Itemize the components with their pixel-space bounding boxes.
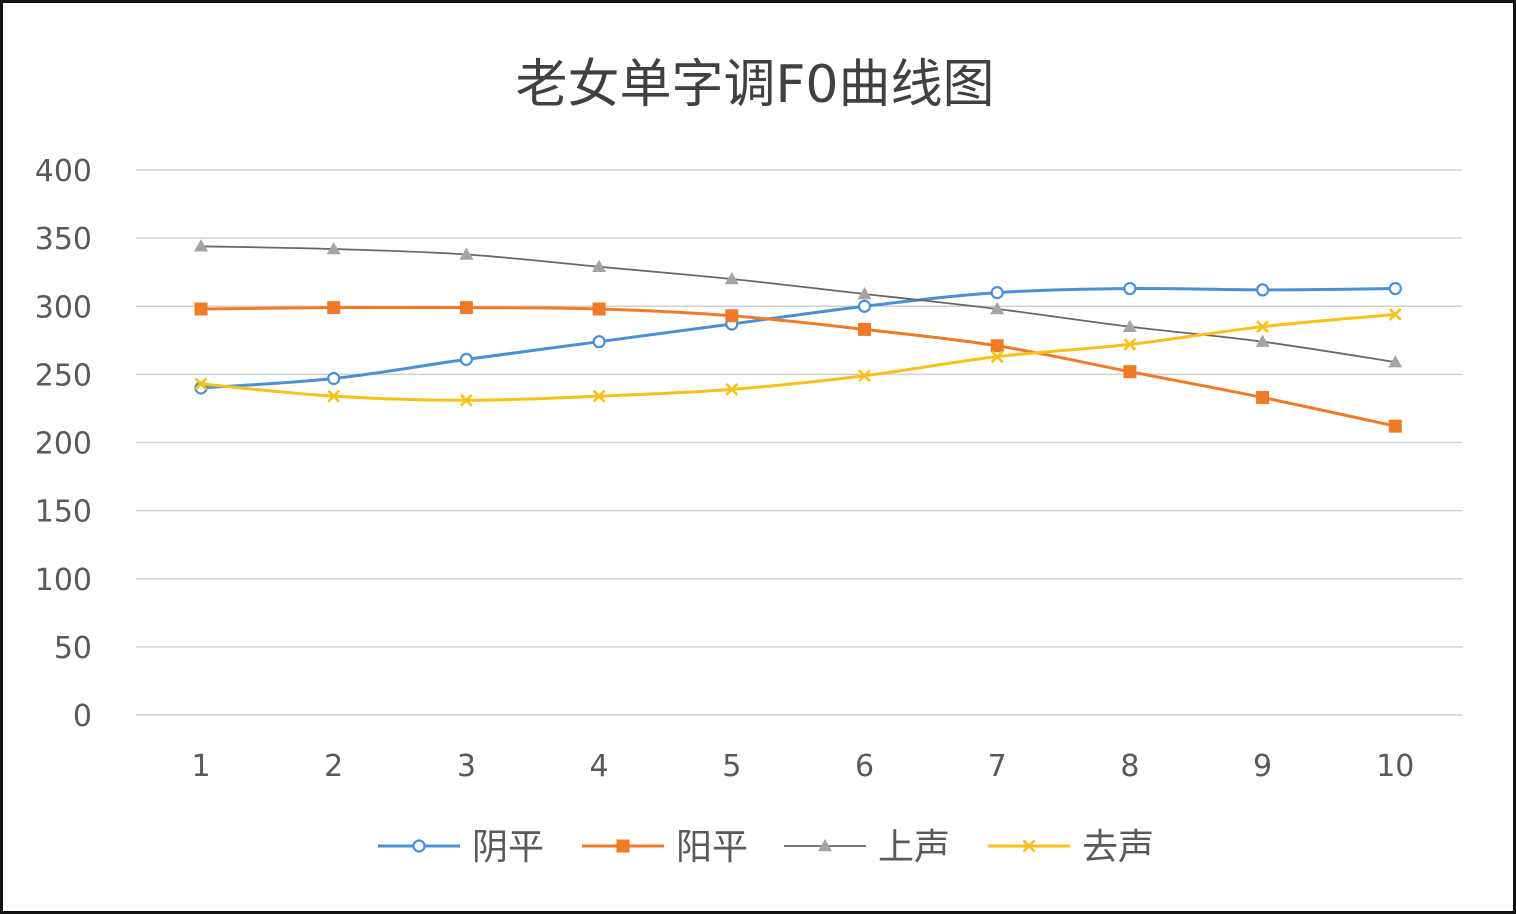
- series-line: [200, 286, 1396, 390]
- square-marker: [725, 309, 739, 323]
- x-marker: [459, 393, 473, 407]
- square-marker: [459, 301, 473, 315]
- circle-marker: [459, 352, 473, 366]
- x-marker: [1388, 308, 1402, 321]
- triangle-marker: [459, 247, 474, 260]
- x-axis-ticks: 1 2 3 4 5 6 7 8 9 10: [191, 749, 1414, 784]
- square-marker: [616, 839, 630, 853]
- square-marker: [592, 302, 606, 316]
- y-tick-label: 200: [35, 427, 92, 462]
- y-tick-label: 0: [73, 699, 92, 734]
- x-tick-label: 3: [457, 749, 476, 784]
- square-marker: [1123, 365, 1137, 379]
- series-line: [200, 245, 1396, 364]
- triangle-marker: [990, 301, 1005, 315]
- y-tick-label: 350: [35, 222, 92, 257]
- circle-marker: [592, 335, 606, 349]
- x-marker: [592, 389, 606, 403]
- x-tick-label: 10: [1376, 749, 1414, 784]
- legend-item: 去声: [988, 827, 1154, 868]
- x-marker: [327, 389, 341, 403]
- legend-item: 阴平: [378, 827, 544, 868]
- triangle-marker: [857, 286, 872, 300]
- x-marker: [858, 369, 871, 383]
- x-marker: [1022, 839, 1036, 853]
- circle-marker: [857, 299, 872, 313]
- square-marker: [1256, 391, 1270, 405]
- series-line: [200, 312, 1396, 402]
- y-tick-label: 150: [35, 495, 92, 530]
- legend-item: 上声: [784, 827, 950, 868]
- series-group: [194, 239, 1403, 433]
- square-marker: [858, 322, 871, 336]
- legend-label: 阳平: [676, 827, 748, 868]
- y-tick-label: 300: [35, 290, 92, 325]
- triangle-marker: [1255, 334, 1270, 347]
- y-tick-label: 400: [35, 154, 92, 189]
- y-axis-ticks: 0 50 100 150 200 250 300 350 400: [35, 154, 92, 734]
- legend-label: 去声: [1082, 827, 1154, 868]
- triangle-marker: [194, 239, 208, 252]
- x-tick-label: 2: [324, 749, 343, 784]
- x-tick-label: 5: [722, 749, 741, 784]
- y-tick-label: 100: [35, 563, 92, 598]
- x-marker: [1256, 320, 1270, 334]
- x-tick-label: 7: [988, 749, 1007, 784]
- triangle-marker: [1388, 355, 1403, 368]
- triangle-marker: [818, 839, 832, 852]
- x-tick-label: 1: [191, 749, 210, 784]
- legend-item: 阳平: [582, 827, 748, 868]
- series-4: [194, 308, 1402, 407]
- circle-marker: [1388, 281, 1402, 296]
- legend-label: 上声: [878, 827, 950, 868]
- square-marker: [327, 301, 341, 315]
- x-tick-label: 8: [1120, 749, 1139, 784]
- series-3: [194, 239, 1403, 368]
- square-marker: [194, 302, 208, 316]
- x-tick-label: 4: [590, 749, 609, 784]
- x-tick-label: 9: [1253, 749, 1272, 784]
- series-2: [194, 301, 1402, 433]
- series-1: [194, 281, 1402, 395]
- y-tick-label: 250: [35, 358, 92, 393]
- square-marker: [990, 339, 1004, 353]
- circle-marker: [1123, 281, 1137, 296]
- legend-label: 阴平: [472, 827, 544, 868]
- legend: 阴平 阳平 上声 去声: [378, 827, 1154, 868]
- circle-marker: [327, 371, 341, 386]
- circle-marker: [990, 286, 1004, 300]
- triangle-marker: [724, 272, 739, 285]
- triangle-marker: [592, 259, 607, 272]
- triangle-marker: [1122, 319, 1137, 332]
- circle-marker: [412, 839, 426, 853]
- x-tick-label: 6: [855, 749, 874, 784]
- triangle-marker: [326, 242, 341, 255]
- x-marker: [194, 377, 208, 391]
- square-marker: [1388, 419, 1402, 433]
- x-marker: [990, 350, 1004, 364]
- chart-title: 老女单字调F0曲线图: [515, 55, 995, 115]
- circle-marker: [1255, 283, 1270, 297]
- x-marker: [1123, 337, 1137, 351]
- series-line: [200, 305, 1396, 428]
- y-tick-label: 50: [54, 631, 92, 666]
- x-marker: [725, 382, 739, 396]
